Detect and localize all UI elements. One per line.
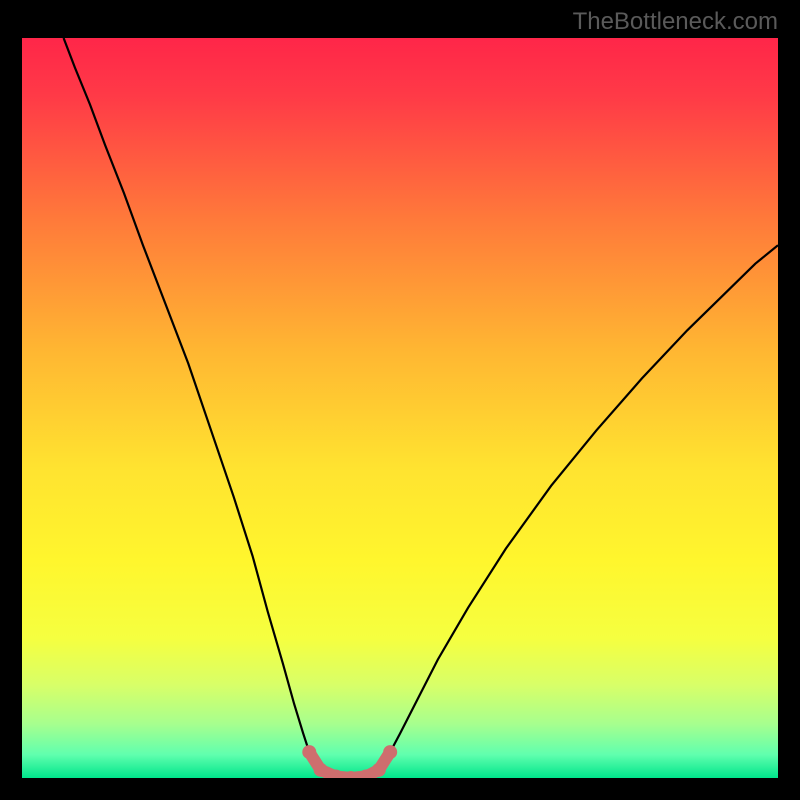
bottom-marker-dot <box>314 763 328 777</box>
bottom-marker-dot <box>383 745 397 759</box>
chart-container: TheBottleneck.com <box>0 0 800 800</box>
plot-area <box>22 38 778 778</box>
watermark-text: TheBottleneck.com <box>573 8 778 36</box>
bottom-marker-dot <box>372 763 386 777</box>
gradient-background <box>22 38 778 778</box>
plot-svg <box>22 38 778 778</box>
bottom-marker-dot <box>302 745 316 759</box>
